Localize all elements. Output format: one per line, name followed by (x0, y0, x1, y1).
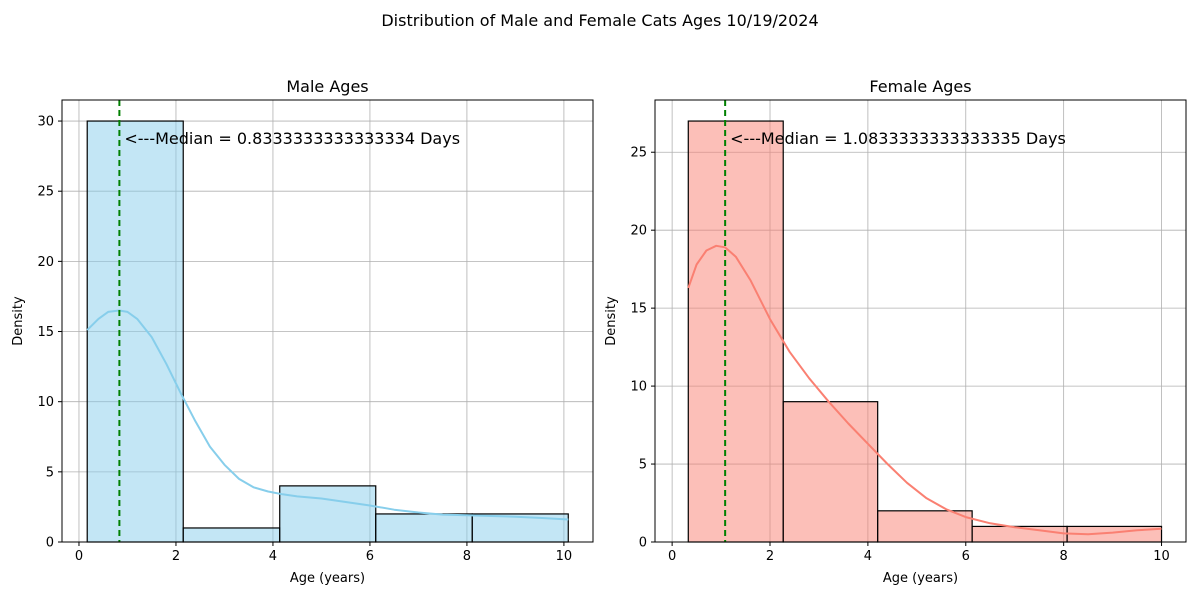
female-y-tick-label: 20 (630, 224, 647, 239)
female-x-tick-label: 4 (864, 549, 872, 564)
female-axes-frame (654, 99, 1187, 543)
male-axes-frame (61, 99, 594, 543)
male-histogram-bar (182, 527, 281, 543)
male-y-tick-label: 0 (46, 536, 54, 551)
female-y-tick-label: 5 (639, 458, 647, 473)
female-y-axis-label: Density (604, 296, 619, 346)
male-histogram-bar (279, 485, 377, 543)
female-y-tick-label: 25 (630, 146, 647, 161)
female-x-tick-label: 6 (962, 549, 970, 564)
male-y-tick-label: 15 (37, 325, 54, 340)
male-chart-title: Male Ages (286, 77, 368, 96)
female-y-tick-label: 0 (639, 536, 647, 551)
male-x-tick-label: 4 (269, 549, 277, 564)
male-x-tick-label: 10 (556, 549, 573, 564)
female-kde-line (687, 244, 1162, 536)
female-histogram-bar (877, 510, 973, 543)
female-y-tick-label: 15 (630, 302, 647, 317)
female-median-label: <---Median = 1.0833333333333335 Days (730, 129, 1066, 148)
male-histogram-bar (86, 120, 184, 543)
female-histogram-bar (782, 401, 879, 543)
female-x-tick-label: 0 (668, 549, 676, 564)
male-y-tick-label: 25 (37, 185, 54, 200)
male-x-tick-label: 0 (75, 549, 83, 564)
male-ages-chart: <---Median = 0.8333333333333334 Days 0 2 4 6… (11, 77, 594, 586)
figure-suptitle: Distribution of Male and Female Cats Age… (381, 11, 818, 30)
male-kde-line (86, 309, 569, 521)
female-chart-title: Female Ages (869, 77, 971, 96)
male-y-axis-label: Density (11, 296, 26, 346)
male-x-axis-label: Age (years) (290, 571, 365, 586)
male-x-tick-label: 2 (172, 549, 180, 564)
female-x-tick-label: 10 (1153, 549, 1170, 564)
male-y-tick-label: 10 (37, 395, 54, 410)
male-x-tick-label: 6 (366, 549, 374, 564)
female-y-tick-label: 10 (630, 380, 647, 395)
male-median-label: <---Median = 0.8333333333333334 Days (124, 129, 460, 148)
female-x-axis-label: Age (years) (883, 571, 958, 586)
male-histogram-bar (375, 513, 473, 543)
male-y-tick-label: 20 (37, 255, 54, 270)
male-y-tick-label: 5 (46, 465, 54, 480)
female-ages-chart: <---Median = 1.0833333333333335 Days 0 2 4 6… (604, 77, 1187, 586)
male-x-tick-label: 8 (463, 549, 471, 564)
male-y-tick-label: 30 (37, 115, 54, 130)
female-histogram-bar (687, 120, 784, 543)
female-x-tick-label: 8 (1060, 549, 1068, 564)
female-x-tick-label: 2 (766, 549, 774, 564)
